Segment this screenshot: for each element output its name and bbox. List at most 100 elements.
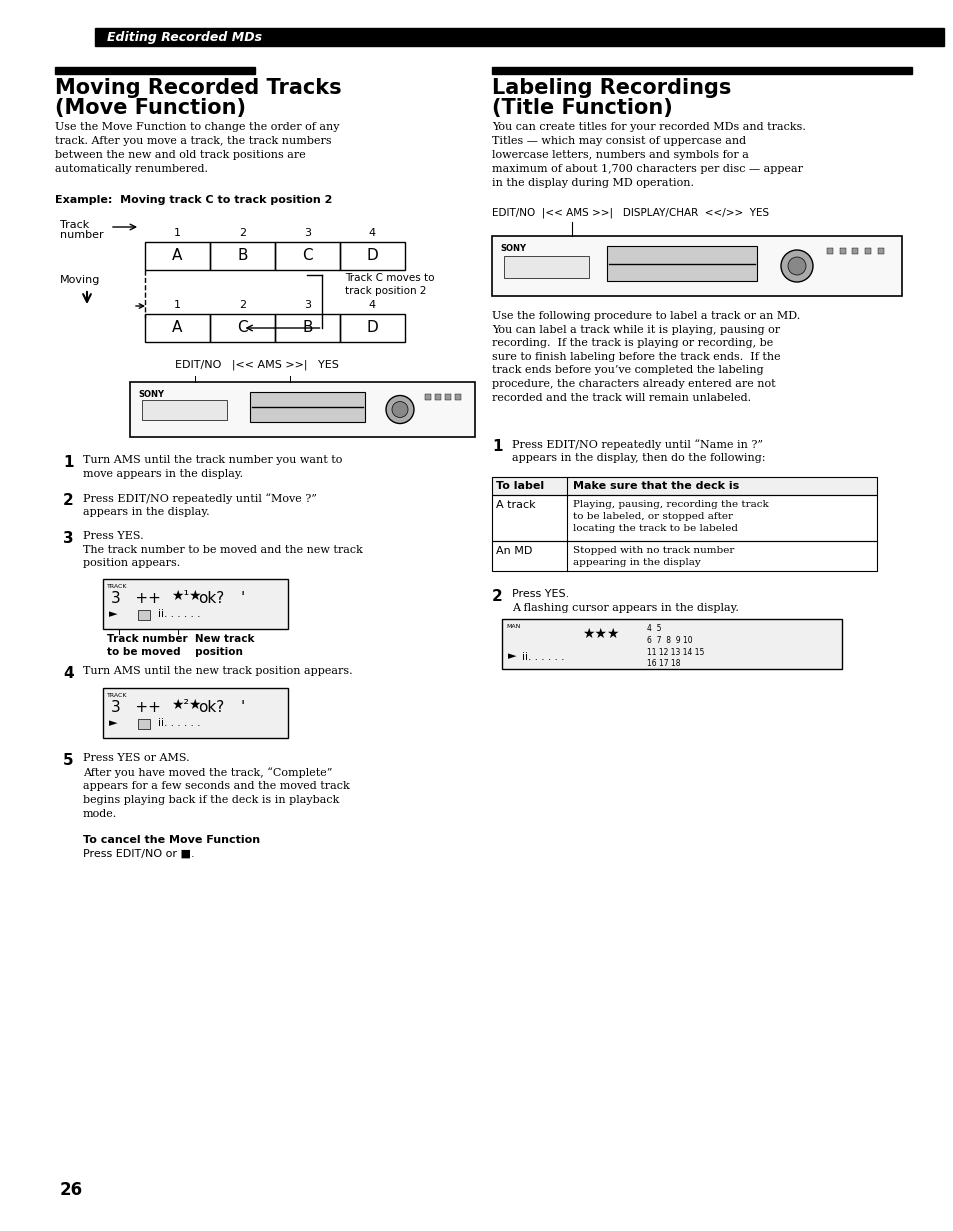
Text: 1: 1 [173, 228, 181, 238]
Text: C: C [237, 320, 248, 336]
Bar [339, 314, 405, 342]
Bar [210, 314, 274, 342]
Text: (Move Function): (Move Function) [55, 98, 246, 118]
Text: 3: 3 [63, 531, 73, 547]
Bar [864, 247, 870, 254]
Text: To cancel the Move Function: To cancel the Move Function [83, 835, 260, 844]
Text: ►: ► [109, 718, 117, 728]
Text: to be moved    position: to be moved position [107, 648, 243, 657]
Text: A flashing cursor appears in the display.: A flashing cursor appears in the display… [512, 603, 739, 613]
Text: Use the Move Function to change the order of any
track. After you move a track, : Use the Move Function to change the orde… [55, 122, 339, 174]
Text: ': ' [241, 700, 245, 715]
Bar [492, 540, 876, 571]
Bar [95, 28, 943, 46]
Text: 2: 2 [63, 492, 73, 508]
Text: A: A [172, 320, 182, 336]
Text: ii. . . . . .: ii. . . . . . [158, 609, 200, 619]
Bar [250, 391, 365, 422]
Bar [492, 236, 901, 295]
Text: You can create titles for your recorded MDs and tracks.
Titles — which may consi: You can create titles for your recorded … [492, 122, 805, 188]
Text: EDIT/NO  |<< AMS >>|   DISPLAY/CHAR  <</>>  YES: EDIT/NO |<< AMS >>| DISPLAY/CHAR <</>> Y… [492, 208, 768, 218]
Bar [455, 394, 460, 400]
Text: (Title Function): (Title Function) [492, 98, 672, 118]
Bar [138, 611, 150, 620]
Text: 1: 1 [492, 439, 502, 454]
Text: 3: 3 [304, 300, 311, 310]
Text: Press EDIT/NO repeatedly until “Move ?”
appears in the display.: Press EDIT/NO repeatedly until “Move ?” … [83, 492, 316, 517]
Text: To label: To label [496, 481, 543, 491]
Bar [145, 314, 210, 342]
Bar [492, 66, 911, 74]
Bar [501, 619, 841, 668]
Text: Labeling Recordings: Labeling Recordings [492, 78, 731, 98]
Text: Track C moves to
track position 2: Track C moves to track position 2 [345, 273, 434, 297]
Text: D: D [366, 320, 378, 336]
Text: 5: 5 [63, 753, 73, 768]
Text: ': ' [241, 591, 245, 606]
Bar [503, 256, 588, 278]
Text: ii. . . . . .: ii. . . . . . [158, 718, 200, 728]
Circle shape [781, 250, 812, 282]
Text: Track: Track [60, 220, 90, 230]
Bar [274, 314, 339, 342]
Text: Stopped with no track number
appearing in the display: Stopped with no track number appearing i… [573, 547, 734, 566]
Bar [826, 247, 832, 254]
Bar [606, 246, 757, 281]
Text: MAN: MAN [505, 624, 519, 629]
Text: B: B [237, 249, 248, 263]
Bar [492, 495, 876, 540]
Bar [210, 243, 274, 270]
Text: An MD: An MD [496, 547, 532, 556]
Text: Press YES or AMS.
After you have moved the track, “Complete”
appears for a few s: Press YES or AMS. After you have moved t… [83, 753, 350, 819]
Circle shape [787, 257, 805, 275]
Text: Make sure that the deck is: Make sure that the deck is [573, 481, 739, 491]
Text: Press YES.
The track number to be moved and the new track
position appears.: Press YES. The track number to be moved … [83, 531, 362, 569]
Text: 2: 2 [238, 300, 246, 310]
Text: Press EDIT/NO or ■.: Press EDIT/NO or ■. [83, 849, 194, 859]
Text: A track: A track [496, 500, 535, 510]
Text: 3   ++: 3 ++ [111, 591, 161, 606]
Bar [840, 247, 845, 254]
Bar [339, 243, 405, 270]
Text: D: D [366, 249, 378, 263]
Text: 4: 4 [63, 666, 73, 681]
Bar [103, 688, 288, 739]
Text: 26: 26 [60, 1181, 83, 1199]
Text: 4: 4 [369, 228, 375, 238]
Text: 2: 2 [238, 228, 246, 238]
Text: 3   ++: 3 ++ [111, 700, 161, 715]
Text: ►: ► [507, 651, 516, 661]
Bar [145, 243, 210, 270]
Text: TRACK: TRACK [107, 583, 128, 588]
Bar [851, 247, 857, 254]
Text: Press YES.: Press YES. [512, 588, 569, 599]
Text: Turn AMS until the new track position appears.: Turn AMS until the new track position ap… [83, 666, 353, 676]
Text: Turn AMS until the track number you want to
move appears in the display.: Turn AMS until the track number you want… [83, 455, 342, 479]
Text: Example:  Moving track C to track position 2: Example: Moving track C to track positio… [55, 194, 332, 206]
Text: Moving: Moving [60, 275, 100, 286]
Text: Playing, pausing, recording the track
to be labeled, or stopped after
locating t: Playing, pausing, recording the track to… [573, 500, 768, 533]
Text: SONY: SONY [138, 390, 164, 399]
Bar [138, 719, 150, 729]
Bar [142, 400, 227, 420]
Text: ok?: ok? [198, 700, 224, 715]
Text: ii. . . . . .: ii. . . . . . [521, 652, 564, 662]
Text: 3: 3 [304, 228, 311, 238]
Text: ★¹★: ★¹★ [171, 588, 201, 603]
Bar [274, 243, 339, 270]
Bar [103, 579, 288, 629]
Text: number: number [60, 230, 104, 240]
Bar [424, 394, 431, 400]
Text: ►: ► [109, 609, 117, 619]
Text: ★★★: ★★★ [581, 627, 618, 641]
Text: 4: 4 [369, 300, 375, 310]
Text: C: C [302, 249, 313, 263]
Text: 4  5
6  7  8  9 10
11 12 13 14 15
16 17 18: 4 5 6 7 8 9 10 11 12 13 14 15 16 17 18 [646, 624, 703, 668]
Text: ok?: ok? [198, 591, 224, 606]
Text: Use the following procedure to label a track or an MD.
You can label a track whi: Use the following procedure to label a t… [492, 311, 800, 403]
Text: B: B [302, 320, 313, 336]
Text: ★²★: ★²★ [171, 698, 201, 712]
Text: A: A [172, 249, 182, 263]
Text: TRACK: TRACK [107, 693, 128, 698]
Circle shape [386, 395, 414, 423]
